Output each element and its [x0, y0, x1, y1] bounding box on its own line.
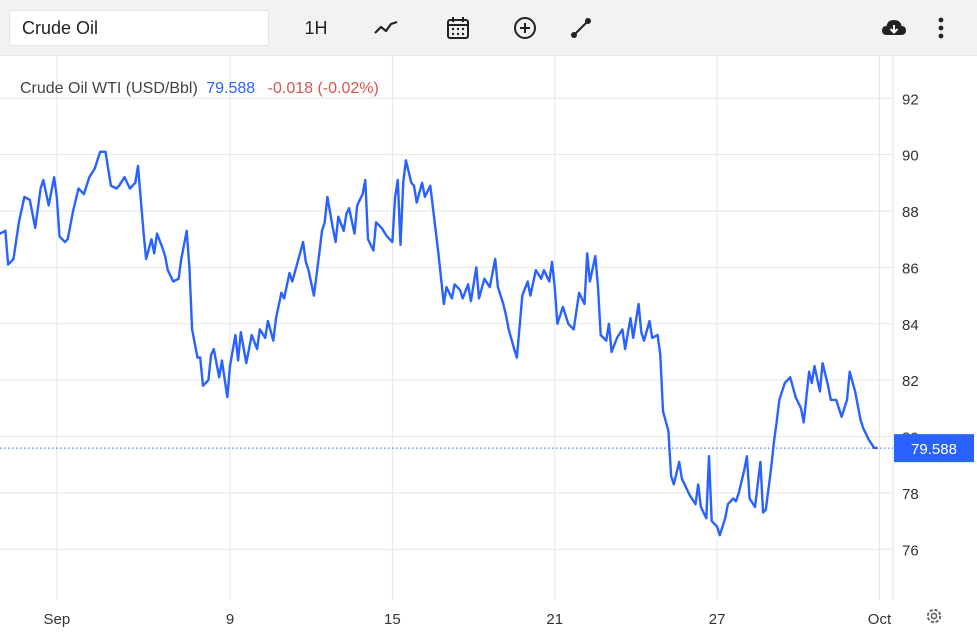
series-line — [0, 150, 878, 537]
more-options-icon — [938, 17, 944, 39]
chart-settings-button[interactable] — [922, 604, 946, 628]
y-tick-label: 92 — [902, 91, 919, 108]
y-tick-label: 76 — [902, 542, 919, 559]
chart-toolbar: Crude Oil 1H — [0, 0, 977, 56]
download-icon — [882, 20, 906, 35]
y-tick-label: 86 — [902, 260, 919, 277]
price-chart[interactable]: 767880828486889092Sep9152127Oct79.588 — [0, 56, 977, 637]
x-tick-label: Sep — [43, 611, 70, 628]
interval-button[interactable]: 1H — [304, 17, 328, 38]
indicators-button[interactable] — [370, 12, 402, 44]
y-tick-label: 82 — [902, 373, 919, 390]
y-tick-label: 78 — [902, 486, 919, 503]
add-compare-button[interactable] — [509, 12, 541, 44]
legend-change: -0.018 (-0.02%) — [267, 80, 379, 97]
drawing-tool-button[interactable] — [565, 12, 597, 44]
download-button[interactable] — [878, 12, 910, 44]
add-compare-icon — [514, 17, 536, 39]
y-tick-label: 84 — [902, 317, 919, 334]
x-tick-label: 21 — [546, 611, 563, 628]
x-tick-label: 9 — [226, 611, 234, 628]
legend-instrument-name: Crude Oil WTI (USD/Bbl) — [20, 80, 198, 97]
x-tick-label: Oct — [868, 611, 892, 628]
last-price-badge — [894, 434, 974, 463]
drawing-tool-icon — [571, 18, 591, 38]
legend-price: 79.588 — [206, 80, 256, 97]
calendar-icon — [447, 17, 469, 39]
indicators-icon — [374, 20, 398, 34]
gear-icon — [926, 608, 942, 624]
more-options-button[interactable] — [925, 12, 957, 44]
y-tick-label: 88 — [902, 204, 919, 221]
x-tick-label: 27 — [709, 611, 726, 628]
chart-legend: Crude Oil WTI (USD/Bbl) 79.588 -0.018 (-… — [20, 80, 379, 98]
last-price-label: 79.588 — [911, 441, 957, 458]
symbol-search-input[interactable]: Crude Oil — [9, 10, 269, 46]
y-tick-label: 90 — [902, 148, 919, 165]
calendar-button[interactable] — [442, 12, 474, 44]
x-tick-label: 15 — [384, 611, 401, 628]
